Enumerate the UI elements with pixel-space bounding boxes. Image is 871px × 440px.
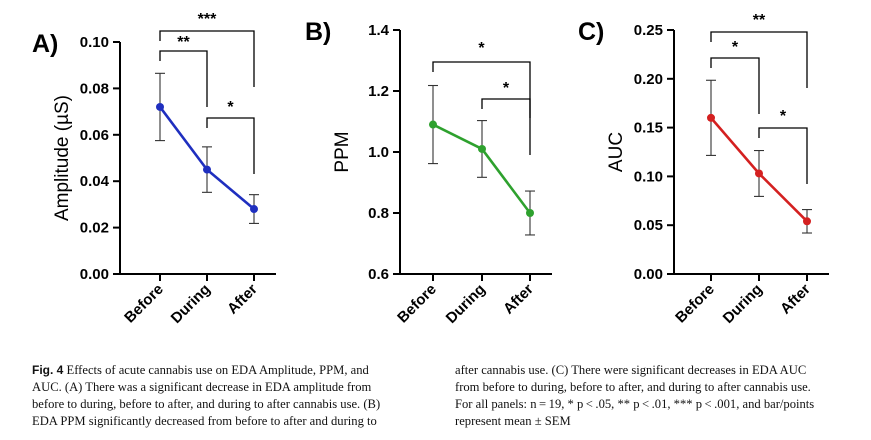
y-tick-label: 0.05: [634, 217, 663, 234]
panel-letter: A): [32, 30, 58, 58]
significance-bracket: [710, 31, 808, 88]
x-tick-label: After: [500, 281, 537, 318]
x-tick-label: Before: [394, 281, 440, 327]
data-point: [156, 102, 164, 111]
y-tick-label: 1.4: [368, 22, 390, 39]
caption-line-1: Fig. 4 Effects of acute cannabis use on …: [32, 363, 369, 377]
significance-bracket: [206, 117, 255, 174]
data-point: [707, 113, 715, 122]
significance-label: **: [177, 34, 190, 51]
panel-letter: C): [578, 18, 604, 46]
y-tick-label: 0.15: [634, 120, 663, 137]
y-tick-label: 0.08: [80, 80, 109, 97]
y-tick-label: 0.00: [80, 266, 109, 283]
caption-line-3: before to during, before to after, and d…: [32, 397, 381, 411]
x-tick-label: During: [168, 281, 214, 327]
x-tick-label: After: [224, 281, 261, 318]
x-tick-label: Before: [672, 281, 718, 327]
panel-letter: B): [305, 18, 331, 46]
y-tick-label: 0.20: [634, 71, 663, 88]
y-tick-label: 0.8: [368, 205, 389, 222]
y-axis-title: Amplitude (µS): [52, 95, 73, 221]
caption-line-8: represent mean ± SEM: [455, 414, 571, 428]
caption-right: after cannabis use. (C) There were signi…: [455, 362, 860, 430]
significance-label: *: [503, 80, 510, 97]
data-point: [429, 120, 437, 129]
significance-label: ***: [198, 11, 217, 28]
data-point: [478, 144, 486, 153]
caption-line-5: after cannabis use. (C) There were signi…: [455, 363, 807, 377]
y-axis-title: AUC: [606, 132, 627, 172]
x-tick-label: During: [720, 281, 766, 327]
caption-line-6: from before to during, before to after, …: [455, 380, 811, 394]
x-tick-label: Before: [121, 281, 167, 327]
significance-bracket: [159, 50, 208, 107]
significance-label: *: [478, 40, 485, 57]
caption-line-7: For all panels: n = 19, * p < .05, ** p …: [455, 397, 815, 411]
y-tick-label: 0.00: [634, 266, 663, 283]
y-tick-label: 0.25: [634, 22, 663, 39]
y-tick-label: 0.02: [80, 220, 109, 237]
caption-fig-label: Fig. 4: [32, 363, 64, 377]
chart-panel-2: B) PPM 0.6 0.8 1.0 1.2 1.4 Before During After * *: [305, 18, 552, 327]
x-tick-label: During: [443, 281, 489, 327]
caption-line-4: EDA PPM significantly decreased from bef…: [32, 414, 377, 428]
data-point: [250, 205, 258, 214]
data-point: [203, 165, 211, 174]
y-tick-label: 0.6: [368, 266, 389, 283]
y-axis-title: PPM: [332, 131, 353, 172]
significance-bracket: [758, 127, 808, 184]
significance-bracket: [432, 61, 531, 118]
y-tick-label: 0.04: [80, 173, 110, 190]
figure-panels: A) Amplitude (µS) 0.00 0.02 0.04 0.06 0.08 0.10…: [32, 11, 829, 327]
chart-panel-1: A) Amplitude (µS) 0.00 0.02 0.04 0.06 0.08 0.10…: [32, 11, 276, 327]
y-tick-label: 0.06: [80, 127, 109, 144]
significance-label: *: [732, 39, 739, 56]
significance-label: *: [780, 108, 787, 125]
y-tick-label: 0.10: [634, 168, 663, 185]
x-tick-label: After: [777, 281, 814, 318]
y-tick-label: 1.2: [368, 83, 389, 100]
significance-label: *: [227, 99, 234, 116]
significance-bracket: [481, 98, 531, 155]
significance-bracket: [159, 30, 255, 87]
data-point: [803, 217, 811, 226]
significance-bracket: [710, 57, 760, 114]
caption-line-2: AUC. (A) There was a significant decreas…: [32, 380, 372, 394]
y-tick-label: 1.0: [368, 144, 389, 161]
data-point: [755, 169, 763, 178]
data-point: [526, 209, 534, 217]
significance-label: **: [753, 12, 766, 29]
y-tick-label: 0.10: [80, 34, 109, 51]
caption-left: Fig. 4 Effects of acute cannabis use on …: [32, 362, 432, 430]
chart-panel-3: C) AUC 0.00 0.05 0.10 0.15 0.20 0.25 Before Durin…: [578, 12, 829, 327]
